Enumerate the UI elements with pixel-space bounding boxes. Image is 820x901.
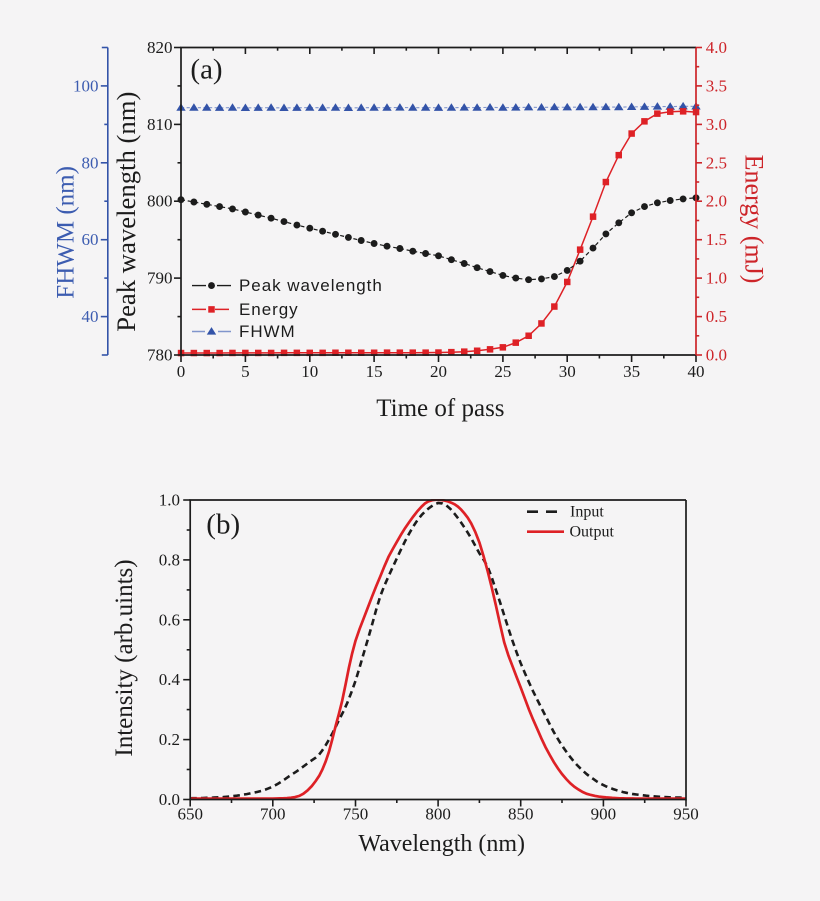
svg-text:10: 10: [301, 362, 318, 381]
svg-text:790: 790: [147, 269, 173, 288]
svg-text:1.0: 1.0: [159, 491, 180, 510]
svg-text:30: 30: [559, 362, 576, 381]
svg-text:80: 80: [82, 153, 99, 172]
svg-text:650: 650: [177, 804, 203, 823]
svg-text:1.0: 1.0: [706, 269, 727, 288]
svg-text:0.8: 0.8: [159, 550, 180, 569]
svg-text:2.5: 2.5: [706, 153, 727, 172]
svg-text:1.5: 1.5: [706, 230, 727, 249]
svg-text:100: 100: [73, 76, 99, 95]
svg-text:Energy (mJ): Energy (mJ): [740, 155, 769, 284]
svg-text:25: 25: [494, 362, 511, 381]
svg-text:15: 15: [366, 362, 383, 381]
svg-text:0.5: 0.5: [706, 307, 727, 326]
svg-text:780: 780: [147, 346, 173, 365]
svg-text:Output: Output: [570, 523, 615, 540]
svg-text:Peak wavelength (nm): Peak wavelength (nm): [111, 92, 141, 332]
svg-text:60: 60: [82, 230, 99, 249]
svg-text:35: 35: [623, 362, 640, 381]
svg-text:2.0: 2.0: [706, 192, 727, 211]
svg-text:FHWM (nm): FHWM (nm): [53, 166, 80, 299]
svg-text:3.5: 3.5: [706, 76, 727, 95]
svg-text:Wavelength (nm): Wavelength (nm): [358, 831, 525, 857]
svg-text:750: 750: [343, 804, 369, 823]
svg-text:Input: Input: [570, 503, 604, 520]
svg-text:20: 20: [430, 362, 447, 381]
svg-text:FHWM: FHWM: [239, 322, 296, 341]
svg-text:Time of pass: Time of pass: [376, 395, 504, 422]
svg-text:0.0: 0.0: [706, 346, 727, 365]
svg-text:0: 0: [177, 362, 186, 381]
svg-text:0.2: 0.2: [159, 730, 180, 749]
svg-text:0.4: 0.4: [159, 670, 181, 689]
svg-text:0.6: 0.6: [159, 610, 180, 629]
svg-text:4.0: 4.0: [706, 38, 727, 57]
svg-text:800: 800: [425, 804, 451, 823]
svg-text:(b): (b): [206, 509, 240, 541]
svg-text:40: 40: [82, 307, 99, 326]
svg-text:820: 820: [147, 38, 173, 57]
svg-text:700: 700: [260, 804, 286, 823]
svg-text:900: 900: [591, 804, 617, 823]
svg-text:Peak wavelength: Peak wavelength: [239, 276, 383, 295]
svg-text:5: 5: [241, 362, 250, 381]
svg-text:950: 950: [673, 804, 699, 823]
svg-text:40: 40: [688, 362, 705, 381]
svg-text:Energy: Energy: [239, 300, 299, 319]
svg-text:Intensity (arb.uints): Intensity (arb.uints): [111, 559, 138, 756]
svg-text:850: 850: [508, 804, 534, 823]
svg-text:0.0: 0.0: [159, 790, 180, 809]
svg-text:(a): (a): [190, 54, 222, 86]
svg-text:810: 810: [147, 115, 173, 134]
svg-text:3.0: 3.0: [706, 115, 727, 134]
svg-text:800: 800: [147, 192, 173, 211]
